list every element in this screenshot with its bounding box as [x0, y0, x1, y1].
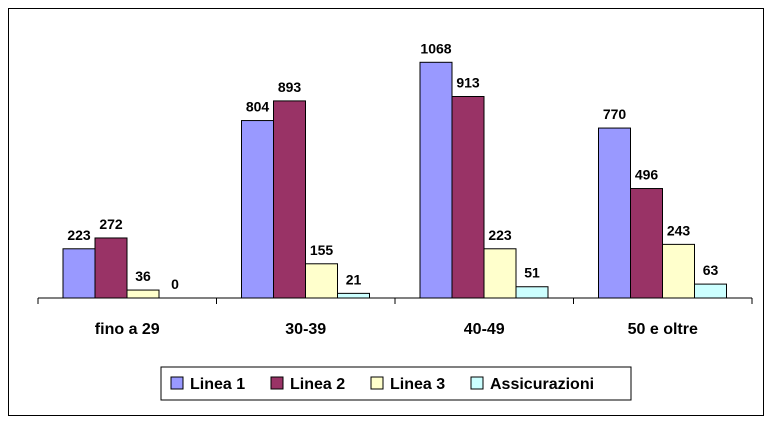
x-axis-category-30-39: 30-39 [285, 321, 326, 338]
bar-linea-2-50-e-oltre [630, 188, 663, 299]
data-label-linea-1-40-49: 1068 [420, 40, 451, 56]
x-axis-category-40-49: 40-49 [464, 321, 505, 338]
x-axis-category-fino-a-29: fino a 29 [95, 321, 160, 338]
legend-label-assicurazioni: Assicurazioni [490, 376, 594, 393]
bar-assicurazioni-40-49 [515, 286, 549, 299]
legend-swatch-assicurazioni [470, 376, 484, 390]
bar-linea-2-fino-a-29 [94, 237, 128, 299]
bar-linea-3-40-49 [483, 248, 517, 299]
data-label-linea-1-30-39: 804 [246, 99, 270, 115]
data-label-linea-3-30-39: 155 [310, 242, 334, 258]
bar-linea-1-50-e-oltre [598, 127, 631, 299]
bar-linea-1-fino-a-29 [62, 248, 96, 299]
data-label-linea-1-50-e-oltre: 770 [603, 106, 627, 122]
legend-swatch-linea-1 [170, 376, 184, 390]
data-label-linea-2-30-39: 893 [278, 79, 302, 95]
bar-linea-3-30-39 [305, 263, 338, 299]
legend-label-linea-2: Linea 2 [290, 376, 345, 393]
bar-linea-3-50-e-oltre [662, 243, 695, 299]
bar-linea-1-40-49 [419, 61, 453, 299]
legend-label-linea-3: Linea 3 [390, 376, 445, 393]
legend-label-linea-1: Linea 1 [190, 376, 245, 393]
data-label-assicurazioni-fino-a-29: 0 [171, 276, 179, 292]
legend-swatch-linea-3 [370, 376, 384, 390]
data-labels-layer: 223 272 36 0 804 893 155 21 1068 913 223 51 770 496 24… [67, 40, 718, 292]
data-label-assicurazioni-30-39: 21 [346, 271, 362, 287]
bar-linea-2-30-39 [273, 100, 306, 299]
data-label-assicurazioni-40-49: 51 [524, 265, 540, 281]
data-label-linea-3-40-49: 223 [488, 227, 512, 243]
data-label-linea-3-50-e-oltre: 243 [667, 222, 691, 238]
bar-assicurazioni-30-39 [337, 292, 370, 299]
data-label-linea-2-40-49: 913 [456, 75, 480, 91]
data-label-linea-2-50-e-oltre: 496 [635, 167, 659, 183]
legend-box [160, 366, 632, 401]
x-axis-categories: fino a 29 30-39 40-49 50 e oltre [95, 321, 698, 338]
x-axis-ticks [37, 298, 753, 304]
data-label-linea-1-fino-a-29: 223 [67, 227, 91, 243]
x-axis-category-50-e-oltre: 50 e oltre [628, 321, 698, 338]
data-label-assicurazioni-50-e-oltre: 63 [703, 262, 719, 278]
data-label-linea-3-fino-a-29: 36 [135, 268, 151, 284]
bar-assicurazioni-50-e-oltre [694, 283, 727, 299]
bars-layer [62, 61, 727, 299]
bar-linea-3-fino-a-29 [126, 289, 160, 299]
legend: Linea 1 Linea 2 Linea 3 Assicurazioni [160, 366, 632, 401]
legend-swatch-linea-2 [270, 376, 284, 390]
data-label-linea-2-fino-a-29: 272 [99, 216, 123, 232]
bar-linea-1-30-39 [241, 120, 274, 299]
bar-linea-2-40-49 [451, 96, 485, 299]
